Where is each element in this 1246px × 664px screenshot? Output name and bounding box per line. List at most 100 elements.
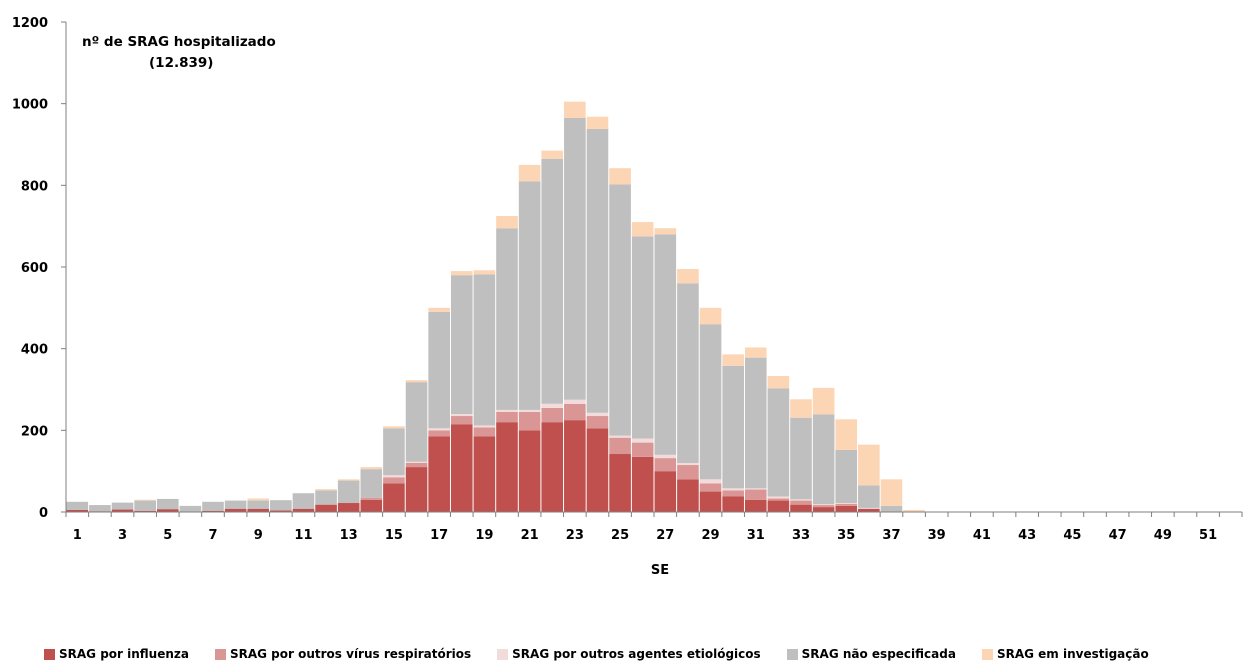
bar-influenza-se-9 bbox=[247, 508, 270, 512]
bar-nao_especificada-se-36 bbox=[858, 485, 880, 508]
bar-outros_virus-se-15 bbox=[383, 477, 405, 484]
bar-nao_especificada-se-12 bbox=[315, 490, 337, 505]
bar-influenza-se-21 bbox=[518, 430, 541, 512]
bar-nao_especificada-se-37 bbox=[880, 505, 903, 513]
bar-nao_especificada-se-30 bbox=[722, 365, 744, 489]
x-tick-label: 23 bbox=[566, 528, 584, 543]
x-tick-label: 19 bbox=[475, 528, 493, 543]
x-tick-label: 43 bbox=[1018, 528, 1036, 543]
bar-nao_especificada-se-18 bbox=[450, 275, 473, 414]
legend-item-investigacao: SRAG em investigação bbox=[981, 647, 1149, 661]
bar-nao_especificada-se-10 bbox=[270, 500, 292, 511]
bar-outros_agentes-se-28 bbox=[677, 463, 699, 466]
legend-item-nao-especificada: SRAG não especificada bbox=[786, 647, 956, 661]
bar-investigacao-se-25 bbox=[609, 168, 631, 185]
bar-outros_agentes-se-22 bbox=[541, 403, 564, 408]
bar-outros_agentes-se-26 bbox=[631, 438, 654, 443]
bar-nao_especificada-se-16 bbox=[405, 382, 428, 462]
bar-investigacao-se-9 bbox=[247, 498, 270, 501]
bar-investigacao-se-31 bbox=[744, 347, 767, 358]
x-tick-label: 39 bbox=[928, 528, 946, 543]
legend: SRAG por influenza SRAG por outros vírus… bbox=[44, 645, 1244, 663]
x-tick-label: 47 bbox=[1109, 528, 1127, 543]
bar-nao_especificada-se-1 bbox=[66, 501, 89, 510]
legend-label-nao-especificada: SRAG não especificada bbox=[801, 647, 956, 661]
x-tick-label: 29 bbox=[701, 528, 719, 543]
bar-outros_agentes-se-32 bbox=[767, 496, 790, 499]
bar-influenza-se-20 bbox=[496, 422, 518, 512]
x-axis: 1 3 5 7 9 11 13 15 17 19 21 23 25 27 29 31 33 35 37 39 41 43 4… bbox=[65, 511, 1243, 543]
x-tick-label: 13 bbox=[340, 528, 358, 543]
bar-investigacao-se-12 bbox=[315, 489, 337, 491]
bar-influenza-se-13 bbox=[337, 503, 360, 512]
x-tick-label: 45 bbox=[1063, 528, 1081, 543]
bar-investigacao-se-17 bbox=[428, 307, 450, 312]
bar-investigacao-se-14 bbox=[360, 467, 383, 470]
bar-nao_especificada-se-29 bbox=[699, 324, 722, 480]
bar-nao_especificada-se-33 bbox=[790, 417, 812, 500]
x-tick-label: 15 bbox=[385, 528, 403, 543]
bar-outros_virus-se-16 bbox=[405, 463, 428, 468]
bar-outros_virus-se-35 bbox=[835, 503, 858, 506]
bar-nao_especificada-se-4 bbox=[134, 500, 156, 511]
bar-outros_agentes-se-19 bbox=[473, 425, 496, 428]
bar-nao_especificada-se-35 bbox=[835, 449, 858, 504]
bar-investigacao-se-26 bbox=[631, 222, 654, 237]
annotation-line-1: nº de SRAG hospitalizado bbox=[82, 34, 276, 50]
bar-investigacao-se-30 bbox=[722, 354, 744, 366]
bar-investigacao-se-13 bbox=[337, 479, 360, 481]
bar-nao_especificada-se-19 bbox=[473, 274, 496, 426]
bar-investigacao-se-29 bbox=[699, 307, 722, 325]
bar-investigacao-se-24 bbox=[586, 116, 609, 129]
bar-outros_virus-se-17 bbox=[428, 430, 450, 437]
bar-influenza-se-1 bbox=[66, 509, 89, 512]
bar-outros_agentes-se-34 bbox=[812, 504, 835, 506]
bar-nao_especificada-se-25 bbox=[609, 184, 631, 436]
legend-swatch-outros-agentes bbox=[497, 648, 509, 660]
bar-nao_especificada-se-9 bbox=[247, 500, 270, 509]
bar-outros_agentes-se-23 bbox=[564, 399, 586, 404]
legend-swatch-outros-virus bbox=[214, 648, 226, 660]
bar-investigacao-se-28 bbox=[677, 269, 699, 284]
bar-nao_especificada-se-32 bbox=[767, 388, 790, 497]
legend-item-outros-agentes: SRAG por outros agentes etiológicos bbox=[497, 647, 761, 661]
bar-nao_especificada-se-13 bbox=[337, 480, 360, 504]
bar-nao_especificada-se-22 bbox=[541, 158, 564, 404]
x-tick-label: 3 bbox=[118, 528, 127, 543]
bar-outros_virus-se-33 bbox=[790, 500, 812, 505]
annotation-line-2: (12.839) bbox=[149, 55, 213, 71]
bar-nao_especificada-se-14 bbox=[360, 469, 383, 498]
legend-label-influenza: SRAG por influenza bbox=[59, 647, 189, 661]
x-tick-label: 1 bbox=[73, 528, 82, 543]
legend-label-outros-agentes: SRAG por outros agentes etiológicos bbox=[512, 647, 761, 661]
bar-outros_agentes-se-24 bbox=[586, 412, 609, 417]
x-tick-label: 25 bbox=[611, 528, 629, 543]
bar-investigacao-se-15 bbox=[383, 426, 405, 429]
x-axis-title: SE bbox=[651, 563, 669, 578]
bar-nao_especificada-se-24 bbox=[586, 128, 609, 413]
bar-outros_agentes-se-29 bbox=[699, 479, 722, 484]
bar-outros_agentes-se-20 bbox=[496, 409, 518, 412]
legend-label-outros-virus: SRAG por outros vírus respiratórios bbox=[229, 647, 472, 661]
y-tick-label: 400 bbox=[21, 343, 48, 358]
bar-influenza-se-35 bbox=[835, 505, 858, 513]
bar-investigacao-se-27 bbox=[654, 228, 677, 235]
bar-outros_agentes-se-31 bbox=[744, 488, 767, 490]
bar-influenza-se-8 bbox=[224, 508, 247, 512]
bar-influenza-se-34 bbox=[812, 507, 835, 512]
legend-swatch-nao-especificada bbox=[786, 648, 798, 660]
bar-outros_virus-se-23 bbox=[564, 403, 586, 421]
bar-influenza-se-19 bbox=[473, 436, 496, 512]
bar-nao_especificada-se-21 bbox=[518, 181, 541, 410]
bar-influenza-se-22 bbox=[541, 422, 564, 512]
bar-influenza-se-18 bbox=[450, 424, 473, 512]
bar-investigacao-se-23 bbox=[564, 101, 586, 118]
bar-outros_virus-se-22 bbox=[541, 407, 564, 423]
y-tick-label: 0 bbox=[39, 506, 48, 521]
bar-outros_virus-se-19 bbox=[473, 427, 496, 437]
y-tick-label: 600 bbox=[21, 261, 48, 276]
bar-influenza-se-14 bbox=[360, 499, 383, 512]
x-tick-label: 51 bbox=[1199, 528, 1217, 543]
bar-influenza-se-15 bbox=[383, 483, 405, 512]
